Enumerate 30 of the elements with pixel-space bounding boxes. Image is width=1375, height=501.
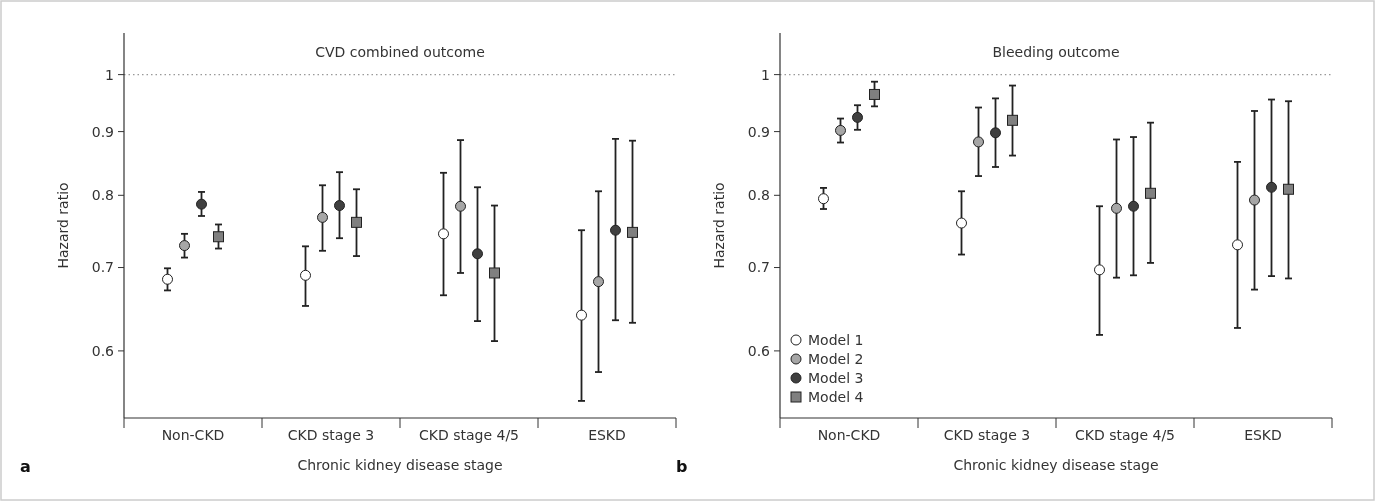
x-tick-label: CKD stage 3 [287,427,375,443]
y-axis-title: Hazard ratio [711,182,727,269]
y-tick-label: 0.7 [747,259,770,276]
y-tick-label: 0.8 [91,187,114,204]
x-tick-label: CKD stage 3 [943,427,1031,443]
legend-label: Model 3 [808,369,864,386]
x-tick-label: ESKD [1244,427,1282,443]
x-axis-title: Chronic kidney disease stage [953,457,1159,473]
text: Bleeding outcome [992,44,1120,60]
y-tick-label: 0.7 [91,259,114,276]
legend-label: Model 2 [808,350,864,367]
text: CVD combined outcome [315,44,485,60]
text: b [676,457,688,476]
y-tick-label: 1 [761,66,770,83]
x-tick-label: ESKD [588,427,626,443]
x-tick-label: CKD stage 4/5 [418,427,520,443]
text: a [20,457,31,476]
y-axis-title: Hazard ratio [55,182,71,269]
legend-label: Model 4 [808,388,864,405]
x-tick-label: CKD stage 4/5 [1074,427,1176,443]
y-tick-label: 0.6 [91,342,115,359]
y-tick-label: 0.8 [747,187,770,204]
y-tick-label: 0.6 [747,342,771,359]
y-tick-label: 0.9 [91,123,114,140]
legend-label: Model 1 [808,331,864,348]
y-tick-label: 0.9 [747,123,770,140]
x-tick-label: Non-CKD [817,427,881,443]
x-tick-label: Non-CKD [161,427,225,443]
x-axis-title: Chronic kidney disease stage [297,457,503,473]
y-tick-label: 1 [105,66,114,83]
